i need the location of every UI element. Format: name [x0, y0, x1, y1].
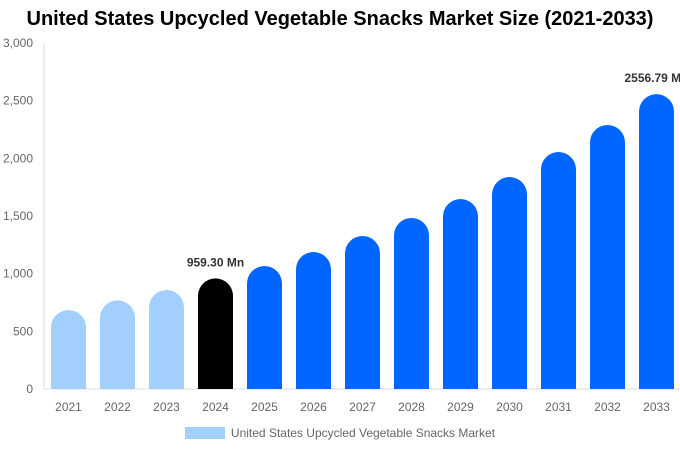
bar-2025 — [247, 266, 282, 389]
legend-label: United States Upcycled Vegetable Snacks … — [230, 426, 496, 440]
bar-2024 — [198, 278, 233, 389]
bar-2033 — [639, 94, 674, 390]
x-tick-label: 2025 — [251, 400, 278, 414]
y-tick-label: 1,500 — [3, 209, 33, 223]
y-tick-label: 2,500 — [3, 94, 33, 108]
x-tick-label: 2022 — [104, 400, 131, 414]
bar-2031 — [541, 151, 576, 389]
bar-2032 — [590, 125, 625, 390]
x-tick-label: 2033 — [643, 400, 670, 414]
y-tick-label: 3,000 — [3, 36, 33, 50]
bar-2030 — [492, 177, 527, 389]
bar-2022 — [100, 300, 135, 389]
x-tick-label: 2023 — [153, 400, 180, 414]
legend[interactable]: United States Upcycled Vegetable Snacks … — [0, 426, 680, 440]
bar-2027 — [345, 235, 380, 389]
y-tick-label: 1,000 — [3, 267, 33, 281]
x-tick-label: 2029 — [447, 400, 474, 414]
bar-2028 — [394, 217, 429, 389]
x-tick-label: 2021 — [55, 400, 82, 414]
data-label-2024: 959.30 Mn — [187, 255, 244, 269]
bar-2021 — [51, 309, 86, 389]
data-label-2033: 2556.79 Mn — [624, 71, 680, 85]
y-tick-label: 2,000 — [3, 151, 33, 165]
legend-swatch — [184, 427, 225, 439]
x-tick-label: 2028 — [398, 400, 425, 414]
x-tick-label: 2032 — [594, 400, 621, 414]
bar-2023 — [149, 290, 184, 389]
x-tick-label: 2031 — [545, 400, 572, 414]
x-tick-label: 2027 — [349, 400, 376, 414]
x-tick-label: 2026 — [300, 400, 327, 414]
y-tick-label: 500 — [13, 324, 33, 338]
y-tick-label: 0 — [26, 382, 33, 396]
bar-2029 — [443, 199, 478, 389]
x-tick-label: 2024 — [202, 400, 229, 414]
chart-title: United States Upcycled Vegetable Snacks … — [26, 8, 654, 30]
bar-2026 — [296, 251, 331, 389]
x-tick-label: 2030 — [496, 400, 523, 414]
